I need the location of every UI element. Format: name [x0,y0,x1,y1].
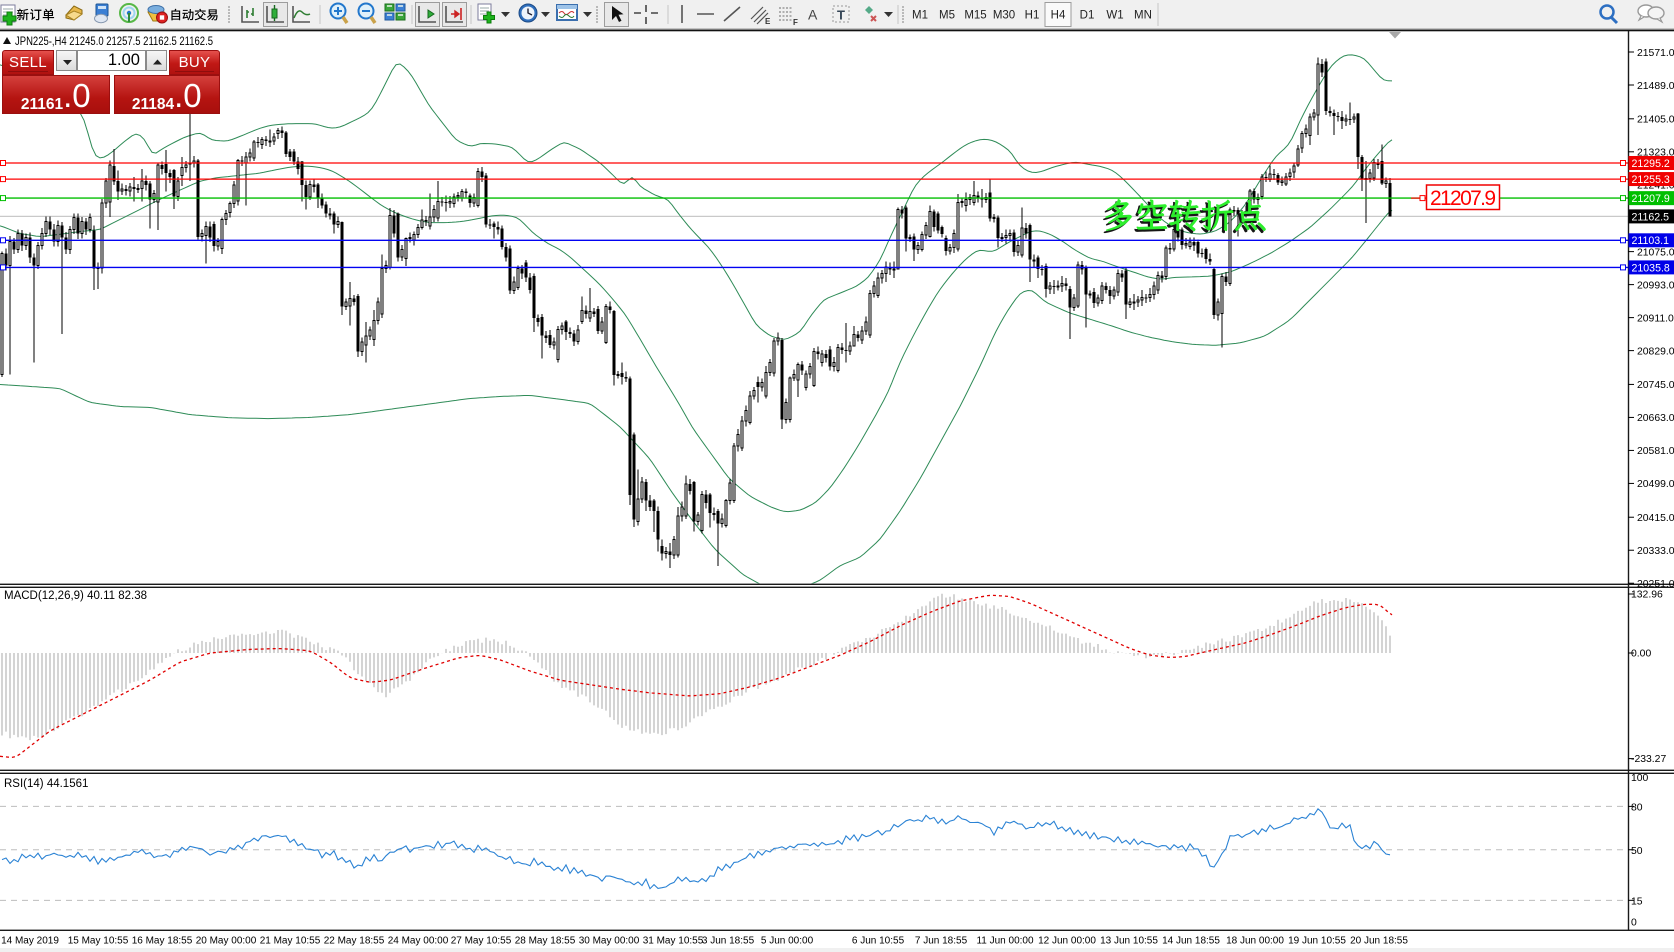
svg-text:24 May 00:00: 24 May 00:00 [388,936,449,947]
svg-text:MN: MN [1134,10,1152,22]
svg-text:21489.0: 21489.0 [1637,81,1674,92]
svg-text:21571.0: 21571.0 [1637,48,1674,59]
svg-text:21103.1: 21103.1 [1632,235,1670,247]
svg-text:20745.0: 20745.0 [1637,380,1674,391]
svg-text:3 Jun 18:55: 3 Jun 18:55 [702,936,755,947]
svg-text:20415.0: 20415.0 [1637,513,1674,524]
svg-text:15 May 10:55: 15 May 10:55 [68,936,129,947]
svg-text:M30: M30 [993,10,1015,22]
svg-text:0.00: 0.00 [1631,649,1651,660]
svg-text:21295.2: 21295.2 [1632,158,1670,170]
svg-text:JPN225-,H4 21245.0 21257.5 21: JPN225-,H4 21245.0 21257.5 21162.5 21162… [15,36,213,48]
svg-text:21075.0: 21075.0 [1637,247,1674,258]
svg-text:18 Jun 00:00: 18 Jun 00:00 [1226,936,1284,947]
svg-text:-233.27: -233.27 [1631,754,1666,765]
svg-text:21255.3: 21255.3 [1632,174,1670,186]
svg-text:21 May 10:55: 21 May 10:55 [260,936,321,947]
svg-text:31 May 10:55: 31 May 10:55 [643,936,704,947]
svg-text:E: E [765,17,771,26]
svg-text:11 Jun 00:00: 11 Jun 00:00 [976,936,1034,947]
svg-text:20581.0: 20581.0 [1637,446,1674,457]
svg-text:14 May 2019: 14 May 2019 [1,936,59,947]
svg-text:H1: H1 [1025,10,1040,22]
svg-text:MACD(12,26,9) 40.11 82.38: MACD(12,26,9) 40.11 82.38 [4,590,147,602]
svg-text:21207.9: 21207.9 [1632,193,1670,205]
svg-text:13 Jun 10:55: 13 Jun 10:55 [1100,936,1158,947]
svg-text:28 May 18:55: 28 May 18:55 [515,936,576,947]
svg-text:20911.0: 20911.0 [1637,313,1674,324]
svg-text:21162.5: 21162.5 [1632,211,1670,223]
svg-text:20663.0: 20663.0 [1637,413,1674,424]
svg-text:7 Jun 18:55: 7 Jun 18:55 [915,936,968,947]
svg-text:5 Jun 00:00: 5 Jun 00:00 [761,936,814,947]
svg-text:21035.8: 21035.8 [1632,262,1670,274]
svg-text:21241.0: 21241.0 [1637,181,1674,192]
svg-text:RSI(14) 44.1561: RSI(14) 44.1561 [4,778,88,790]
svg-text:M15: M15 [964,10,986,22]
svg-text:0: 0 [1631,918,1637,929]
svg-text:20829.0: 20829.0 [1637,346,1674,357]
svg-text:20251.0: 20251.0 [1637,579,1674,590]
svg-text:14 Jun 18:55: 14 Jun 18:55 [1162,936,1220,947]
svg-text:20499.0: 20499.0 [1637,479,1674,490]
svg-text:H4: H4 [1051,10,1066,22]
svg-text:16 May 18:55: 16 May 18:55 [132,936,193,947]
svg-text:F: F [793,18,798,27]
svg-text:A: A [808,7,818,23]
svg-text:21405.0: 21405.0 [1637,115,1674,126]
svg-text:T: T [837,8,845,23]
svg-text:15: 15 [1631,896,1643,907]
svg-text:6 Jun 10:55: 6 Jun 10:55 [852,936,905,947]
svg-text:27 May 10:55: 27 May 10:55 [451,936,512,947]
svg-text:D1: D1 [1080,10,1095,22]
svg-text:20 May 00:00: 20 May 00:00 [196,936,257,947]
svg-text:20333.0: 20333.0 [1637,546,1674,557]
svg-text:80: 80 [1631,802,1643,813]
svg-text:M1: M1 [912,10,928,22]
svg-text:12 Jun 00:00: 12 Jun 00:00 [1038,936,1096,947]
svg-text:132.96: 132.96 [1631,590,1663,601]
svg-text:20993.0: 20993.0 [1637,280,1674,291]
svg-text:W1: W1 [1106,10,1123,22]
svg-text:20 Jun 18:55: 20 Jun 18:55 [1350,936,1408,947]
svg-text:30 May 00:00: 30 May 00:00 [579,936,640,947]
svg-text:22 May 18:55: 22 May 18:55 [324,936,385,947]
svg-text:50: 50 [1631,846,1643,857]
svg-text:21207.9: 21207.9 [1430,187,1496,210]
svg-text:M5: M5 [939,10,955,22]
svg-text:19 Jun 10:55: 19 Jun 10:55 [1288,936,1346,947]
svg-text:21323.0: 21323.0 [1637,148,1674,159]
svg-text:100: 100 [1631,773,1649,784]
